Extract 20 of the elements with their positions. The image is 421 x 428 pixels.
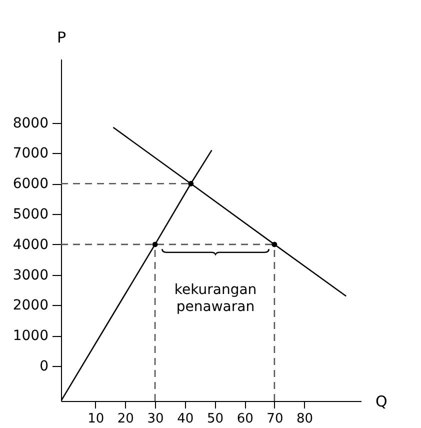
x-tick-label: 60 <box>236 412 254 426</box>
y-tick-label: 5000 <box>12 206 48 223</box>
x-tick-label: 70 <box>266 412 284 426</box>
x-tick-label: 30 <box>147 412 164 426</box>
y-tick-label: 6000 <box>12 176 48 192</box>
x-tick-label: 80 <box>296 412 314 426</box>
y-tick-label: 3000 <box>12 267 48 284</box>
y-tick-label: 4000 <box>12 236 48 253</box>
y-tick-label: 1000 <box>12 328 48 344</box>
x-tick-label: 40 <box>177 412 194 426</box>
x-tick-label: 20 <box>117 412 134 426</box>
y-axis-title: P <box>56 28 66 46</box>
y-tick-label: 2000 <box>12 298 48 314</box>
y-tick-label: 0 <box>40 358 48 375</box>
y-tick-label: 8000 <box>12 115 48 132</box>
y-tick-label: 7000 <box>12 146 48 162</box>
annotation: kekurangan penawaran <box>174 282 257 315</box>
x-tick-label: 50 <box>206 412 224 426</box>
x-axis-title: Q <box>376 392 388 410</box>
x-tick-label: 10 <box>88 412 104 426</box>
